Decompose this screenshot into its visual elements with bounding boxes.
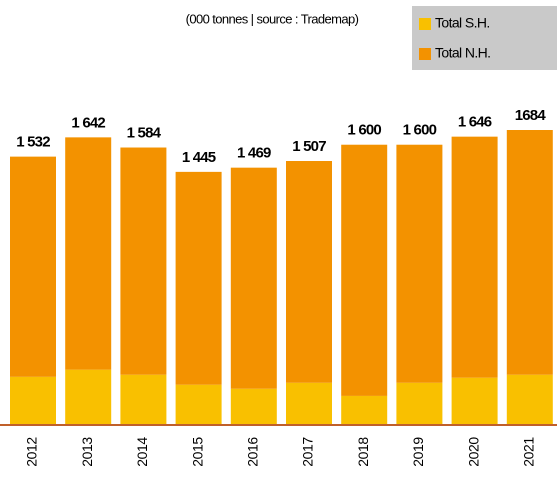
bar-segment (506, 374, 553, 425)
x-tick-label: 2020 (465, 437, 481, 467)
x-tick-label: 2017 (300, 437, 316, 467)
bar-segment (341, 144, 388, 396)
bar-segment (65, 137, 112, 370)
bar-segment (175, 384, 222, 425)
total-label: 1 507 (292, 138, 326, 155)
x-tick-label: 2016 (245, 437, 261, 467)
total-label: 1 445 (182, 149, 216, 166)
bar-segment (396, 144, 443, 383)
legend-label: Total S.H. (435, 15, 490, 31)
legend-box (412, 6, 557, 70)
total-label: 1 646 (458, 114, 492, 131)
x-tick-label: 2012 (24, 437, 40, 467)
bar-segment (396, 382, 443, 425)
bar-segment (175, 171, 222, 385)
bar-segment (10, 376, 56, 425)
total-label: 1 584 (127, 124, 162, 141)
total-label: 1684 (515, 107, 547, 124)
legend-label: Total N.H. (435, 45, 490, 61)
total-label: 1 532 (16, 134, 50, 151)
bar-segment (286, 382, 332, 425)
bar-segment (341, 395, 388, 425)
x-tick-label: 2014 (134, 437, 150, 467)
total-label: 1 600 (403, 122, 437, 139)
legend-swatch (419, 18, 431, 30)
bar-segment (451, 377, 498, 425)
bar-segment (506, 130, 553, 375)
total-label: 1 469 (237, 145, 271, 162)
x-tick-label: 2018 (355, 437, 371, 467)
bar-segment (451, 136, 498, 378)
bar-segment (230, 167, 277, 389)
total-label: 1 642 (71, 114, 105, 131)
chart-subtitle: (000 tonnes | source : Trademap) (186, 11, 359, 26)
x-tick-label: 2015 (189, 437, 205, 467)
bar-segment (65, 369, 112, 425)
x-tick-label: 2013 (79, 437, 95, 467)
x-tick-label: 2019 (410, 437, 426, 467)
bar-segment (230, 388, 277, 425)
bar-segment (120, 147, 167, 375)
legend-swatch (419, 48, 431, 60)
total-label: 1 600 (347, 122, 381, 139)
bar-segment (286, 161, 332, 383)
bar-segment (120, 374, 167, 425)
x-tick-label: 2021 (521, 437, 537, 467)
bar-segment (10, 156, 56, 377)
